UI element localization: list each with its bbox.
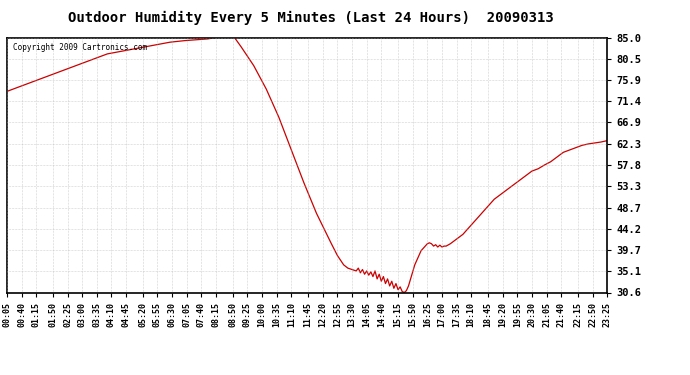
Text: Copyright 2009 Cartronics.com: Copyright 2009 Cartronics.com bbox=[13, 43, 147, 52]
Text: Outdoor Humidity Every 5 Minutes (Last 24 Hours)  20090313: Outdoor Humidity Every 5 Minutes (Last 2… bbox=[68, 11, 553, 26]
